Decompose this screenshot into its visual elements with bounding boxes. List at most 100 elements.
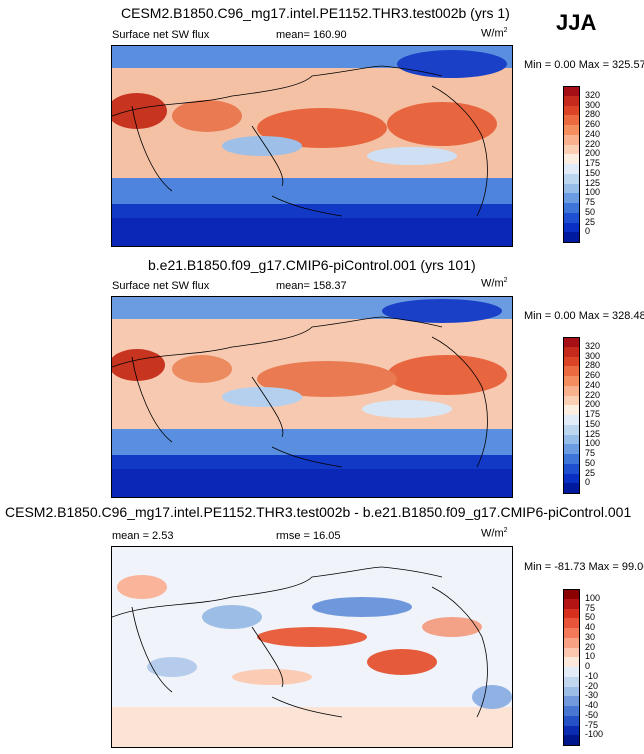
panel1-colorbar-tick-label: 240 [585,128,601,139]
panel1-colorbar-swatch [563,115,579,126]
panel2-colorbar-outline [563,337,580,494]
panel3-minmax: Min = -81.73 Max = 99.06 [524,561,644,573]
panel1-colorbar-swatch [563,95,579,106]
panel2-colorbar-tick-label: 260 [585,370,601,380]
panel3-colorbar-swatch [563,637,579,648]
panel2-colorbar-swatch [563,463,579,474]
panel3-colorbar-swatch [563,706,579,717]
panel3-colorbar: 100 75 50 40 30 20 10 0 -10 -20 -30 -40 -50 -75 -100 [563,589,603,746]
panel1-colorbar-swatch [563,193,579,204]
panel2-colorbar-swatch [563,337,579,348]
panel2-colorbar-swatch [563,376,579,387]
panel2-colorbar-tick-label: 320 [585,340,601,351]
panel1-colorbar-tick-label: 0 [585,226,591,237]
panel2-colorbar-swatch [563,366,579,377]
panel1-minmax: Min = 0.00 Max = 325.57 [524,59,644,71]
panel1-colorbar-swatch [563,164,579,175]
panel1-colorbar-tick-label: 300 [585,99,601,110]
panel1-colorbar-tick-label: 100 [585,187,601,198]
panel1-colorbar-tick-label: 260 [585,119,601,129]
panel3-colorbar-tick-label: -75 [585,719,599,730]
panel2-variable-label: Surface net SW flux [112,280,210,292]
panel3-rmse-label: rmse = 16.05 [276,530,341,542]
panel1-colorbar-swatch [563,144,579,155]
panel1-map [111,45,513,247]
panel3-colorbar-tick-label: 50 [585,612,596,623]
panel2-title: b.e21.B1850.f09_g17.CMIP6-piControl.001 … [148,257,476,273]
panel3-colorbar-tick-label: 100 [585,592,601,603]
panel2-colorbar-tick-label: 100 [585,438,601,449]
panel2-colorbar-tick-label: 125 [585,428,601,439]
panel1-colorbar-tick-label: 125 [585,177,601,188]
panel3-colorbar-swatch [563,735,579,746]
panel3-colorbar-swatch [563,715,579,726]
panel2-colorbar: 320 300 280 260 240 220 200 175 150 125 100 75 50 25 0 [563,337,600,494]
panel3-colorbar-swatch [563,618,579,629]
panel1-colorbar-tick-label: 150 [585,167,601,178]
panel2-colorbar-swatch [563,415,579,426]
panel1-colorbar-swatch [563,134,579,145]
panel3-colorbar-tick-label: 10 [585,651,596,662]
panel3-title: CESM2.B1850.C96_mg17.intel.PE1152.THR3.t… [5,504,632,520]
panel3-colorbar-swatch [563,676,579,687]
panel3-colorbar-swatch [563,696,579,707]
panel3-colorbar-tick-label: 30 [585,631,596,642]
panel1-colorbar-swatch [563,203,579,214]
panel2-colorbar-swatch [563,483,579,494]
panel2-colorbar-tick-label: 150 [585,418,601,429]
panel3-colorbar-swatch [563,647,579,658]
panel2-minmax: Min = 0.00 Max = 328.48 [524,310,644,322]
panel1-mean-label: mean= 160.90 [276,29,347,41]
panel2-colorbar-tick-label: 300 [585,350,601,361]
panel1-colorbar-outline [563,86,580,243]
panel2-colorbar-swatch [563,356,579,367]
panel2-colorbar-tick-label: 50 [585,457,596,468]
panel3-map [111,546,513,748]
panel1-colorbar-tick-label: 200 [585,148,601,159]
panel2-colorbar-swatch [563,385,579,396]
panel3-colorbar-outline [563,589,580,746]
panel1-colorbar-swatch [563,232,579,243]
panel1-variable-label: Surface net SW flux [112,29,210,41]
panel1-colorbar: 320 300 280 260 240 220 200 175 150 125 100 75 50 25 0 [563,86,600,243]
panel3-colorbar-tick-label: -100 [585,729,604,740]
panel2-units: W/m2 [481,277,508,290]
panel3-mean-label: mean = 2.53 [112,530,174,542]
panel2-colorbar-swatch [563,424,579,435]
panel2-colorbar-tick-label: 200 [585,399,601,410]
panel1-colorbar-swatch [563,154,579,165]
panel1-colorbar-tick-label: 220 [585,138,601,149]
panel3-units: W/m2 [481,527,508,540]
panel1-colorbar-swatch [563,183,579,194]
panel3-colorbar-tick-label: 20 [585,641,596,652]
panel2-colorbar-swatch [563,454,579,465]
panel3-colorbar-tick-label: 0 [585,661,591,671]
panel2-colorbar-tick-label: 25 [585,467,596,478]
panel3-colorbar-swatch [563,657,579,668]
panel1-colorbar-swatch [563,222,579,233]
season-label: JJA [556,10,597,35]
panel1-colorbar-tick-label: 280 [585,109,601,120]
panel1-colorbar-tick-label: 175 [585,158,601,168]
panel2-colorbar-tick-label: 280 [585,360,601,371]
panel2-colorbar-tick-label: 240 [585,379,601,390]
panel3-colorbar-tick-label: -40 [585,700,599,710]
panel2-colorbar-swatch [563,395,579,406]
panel2-colorbar-swatch [563,444,579,455]
panel2-colorbar-swatch [563,346,579,357]
panel1-colorbar-tick-label: 25 [585,216,596,227]
panel3-colorbar-swatch [563,667,579,678]
panel2-mean-label: mean= 158.37 [276,280,347,292]
panel2-colorbar-tick-label: 0 [585,477,591,488]
panel3-colorbar-tick-label: -30 [585,690,599,701]
panel1-colorbar-tick-label: 320 [585,89,601,100]
panel3-colorbar-tick-label: -20 [585,680,599,691]
panel1-title: CESM2.B1850.C96_mg17.intel.PE1152.THR3.t… [121,5,510,21]
panel3-colorbar-swatch [563,725,579,736]
panel3-colorbar-swatch [563,598,579,609]
panel2-colorbar-tick-label: 175 [585,409,601,419]
panel2-colorbar-swatch [563,434,579,445]
panel3-colorbar-tick-label: 40 [585,622,596,632]
panel3-colorbar-swatch [563,589,579,600]
panel1-colorbar-swatch [563,105,579,116]
